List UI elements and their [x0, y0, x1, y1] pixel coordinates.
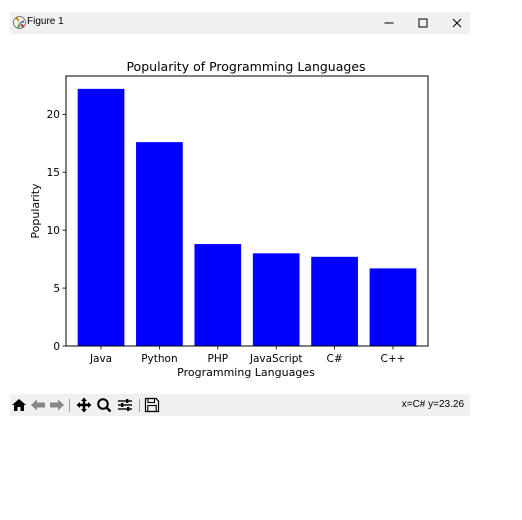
cursor-coordinates: x=C# y=23.26	[401, 399, 464, 410]
toolbar-separator	[139, 399, 140, 412]
title-bar: Figure 1	[10, 12, 470, 34]
zoom-button[interactable]	[95, 397, 113, 413]
bar-java	[77, 88, 125, 346]
chart-title: Popularity of Programming Languages	[126, 59, 365, 74]
x-tick-label: Java	[89, 353, 112, 365]
y-tick-label: 10	[47, 225, 60, 237]
bar-php	[194, 244, 242, 346]
figure-window: Figure 1 Popularity of Programming Langu…	[10, 12, 470, 416]
move-icon	[76, 397, 92, 413]
window-title: Figure 1	[27, 16, 64, 27]
y-tick-label: 15	[47, 167, 60, 179]
y-tick-label: 0	[53, 341, 60, 353]
maximize-button[interactable]	[406, 12, 440, 34]
x-tick-label: JavaScript	[249, 353, 303, 365]
maximize-icon	[418, 18, 428, 28]
close-icon	[452, 18, 462, 28]
bar-python	[136, 142, 183, 346]
pan-button[interactable]	[75, 397, 93, 413]
back-arrow-icon	[31, 399, 45, 411]
matplotlib-logo-icon	[12, 15, 27, 30]
y-axis-label: Popularity	[29, 183, 42, 239]
toolbar-separator	[69, 399, 70, 412]
x-tick-label: PHP	[208, 353, 229, 365]
x-axis-label: Programming Languages	[177, 366, 315, 379]
y-tick-label: 5	[53, 283, 60, 295]
bar-cplusplus	[369, 268, 417, 346]
minimize-icon	[384, 22, 394, 24]
home-button[interactable]	[10, 397, 28, 413]
back-button[interactable]	[29, 397, 47, 413]
y-tick-label: 20	[47, 109, 60, 121]
save-button[interactable]	[143, 397, 161, 413]
home-icon	[12, 399, 26, 411]
configure-subplots-button[interactable]	[116, 397, 134, 413]
forward-button[interactable]	[48, 397, 66, 413]
plot-frame	[65, 75, 429, 347]
bar-csharp	[311, 256, 358, 346]
zoom-icon	[97, 398, 112, 413]
forward-arrow-icon	[50, 399, 64, 411]
x-tick-label: C#	[327, 353, 343, 365]
x-tick-label: Python	[141, 353, 177, 365]
sliders-icon	[118, 399, 132, 411]
save-icon	[144, 397, 160, 413]
x-tick-label: C++	[380, 353, 405, 365]
close-button[interactable]	[440, 12, 474, 34]
bar-chart: Popularity of Programming Languages 0 5 10…	[29, 59, 429, 379]
figure-canvas[interactable]: Popularity of Programming Languages 0 5 10…	[10, 34, 470, 394]
minimize-button[interactable]	[372, 12, 406, 34]
bar-javascript	[252, 253, 300, 346]
navigation-toolbar: x=C# y=23.26	[10, 394, 470, 416]
